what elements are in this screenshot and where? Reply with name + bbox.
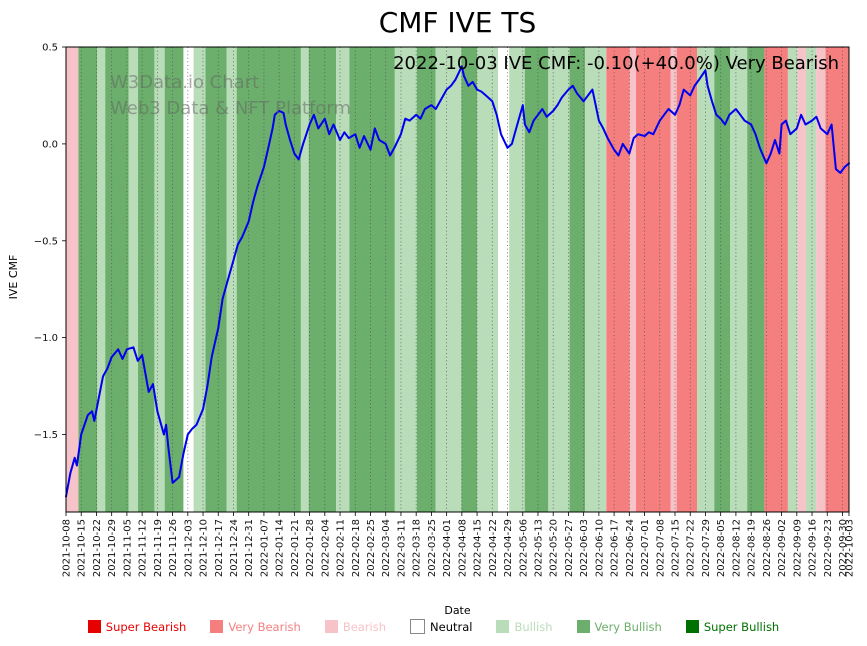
svg-text:2022-05-13: 2022-05-13 xyxy=(534,519,545,577)
legend-item-very-bearish: Very Bearish xyxy=(210,619,301,634)
svg-text:2021-12-03: 2021-12-03 xyxy=(183,519,194,577)
svg-text:2022-03-25: 2022-03-25 xyxy=(427,519,438,577)
svg-text:2022-06-17: 2022-06-17 xyxy=(610,519,621,577)
svg-text:2022-02-25: 2022-02-25 xyxy=(366,519,377,577)
watermark-line2: Web3 Data & NFT Platform xyxy=(110,98,352,120)
super-bullish-swatch-icon xyxy=(685,620,699,633)
legend-label-super-bearish: Super Bearish xyxy=(105,619,187,634)
svg-text:2022-07-01: 2022-07-01 xyxy=(640,519,651,577)
svg-text:2022-08-26: 2022-08-26 xyxy=(762,519,773,577)
svg-text:2021-11-12: 2021-11-12 xyxy=(138,519,149,577)
legend-item-bearish: Bearish xyxy=(324,619,387,634)
very-bearish-swatch-icon xyxy=(210,620,224,633)
svg-text:2022-02-11: 2022-02-11 xyxy=(336,519,347,577)
very-bullish-swatch-icon xyxy=(576,620,590,633)
page-title: CMF IVE TS xyxy=(378,6,537,39)
watermark: W3Data.io Chart Web3 Data & NFT Platform xyxy=(110,70,351,122)
svg-text:2022-09-02: 2022-09-02 xyxy=(777,519,788,577)
legend-label-very-bullish: Very Bullish xyxy=(594,619,662,634)
svg-text:2022-09-09: 2022-09-09 xyxy=(792,519,803,577)
legend-label-bullish: Bullish xyxy=(514,619,553,634)
latest-value-annotation: 2022-10-03 IVE CMF: -0.10(+40.0%) Very B… xyxy=(393,53,839,74)
legend-label-neutral: Neutral xyxy=(430,619,473,634)
svg-text:2022-02-18: 2022-02-18 xyxy=(351,519,362,577)
svg-text:2021-12-31: 2021-12-31 xyxy=(244,519,255,577)
legend: Super Bearish Very Bearish Bearish Neutr… xyxy=(0,619,867,634)
svg-text:2022-07-08: 2022-07-08 xyxy=(655,519,666,577)
svg-text:2022-10-03: 2022-10-03 xyxy=(845,519,856,577)
y-axis-label: IVE CMF xyxy=(7,254,20,300)
bearish-swatch-icon xyxy=(324,620,338,633)
svg-text:2022-04-08: 2022-04-08 xyxy=(457,519,468,577)
svg-text:2022-03-18: 2022-03-18 xyxy=(412,519,423,577)
legend-label-bearish: Bearish xyxy=(342,619,387,634)
svg-text:−1.0: −1.0 xyxy=(34,333,58,344)
legend-item-super-bullish: Super Bullish xyxy=(685,619,780,634)
svg-text:2022-09-23: 2022-09-23 xyxy=(823,519,834,577)
svg-text:2021-12-24: 2021-12-24 xyxy=(229,519,240,577)
legend-item-neutral: Neutral xyxy=(410,619,472,634)
svg-text:2022-07-22: 2022-07-22 xyxy=(686,519,697,577)
svg-text:2022-06-03: 2022-06-03 xyxy=(579,519,590,577)
svg-text:2021-11-26: 2021-11-26 xyxy=(168,519,179,577)
svg-text:2022-09-30: 2022-09-30 xyxy=(838,519,849,577)
legend-label-very-bearish: Very Bearish xyxy=(228,619,301,634)
svg-text:2021-10-15: 2021-10-15 xyxy=(77,519,88,577)
svg-text:2021-10-22: 2021-10-22 xyxy=(92,519,103,577)
legend-item-super-bearish: Super Bearish xyxy=(87,619,187,634)
legend-item-very-bullish: Very Bullish xyxy=(576,619,662,634)
svg-text:2022-02-04: 2022-02-04 xyxy=(320,519,331,577)
svg-text:2022-01-07: 2022-01-07 xyxy=(259,519,270,577)
svg-text:2022-07-29: 2022-07-29 xyxy=(701,519,712,577)
svg-text:2022-04-01: 2022-04-01 xyxy=(442,519,453,577)
svg-text:−1.5: −1.5 xyxy=(34,430,58,441)
svg-text:2022-01-14: 2022-01-14 xyxy=(275,519,286,577)
legend-label-super-bullish: Super Bullish xyxy=(703,619,780,634)
svg-text:2021-10-29: 2021-10-29 xyxy=(107,519,118,577)
svg-text:2022-04-22: 2022-04-22 xyxy=(488,519,499,577)
neutral-swatch-icon xyxy=(410,619,426,634)
svg-text:2022-05-20: 2022-05-20 xyxy=(549,519,560,577)
svg-text:2022-01-28: 2022-01-28 xyxy=(305,519,316,577)
svg-text:2021-12-10: 2021-12-10 xyxy=(199,519,210,577)
watermark-line1: W3Data.io Chart xyxy=(110,72,260,93)
svg-text:2022-04-15: 2022-04-15 xyxy=(473,519,484,577)
super-bearish-swatch-icon xyxy=(87,620,101,633)
x-axis-label: Date xyxy=(444,604,471,617)
svg-text:0.0: 0.0 xyxy=(42,139,58,150)
svg-text:2022-06-24: 2022-06-24 xyxy=(625,519,636,577)
svg-text:2021-11-19: 2021-11-19 xyxy=(153,519,164,577)
svg-text:0.5: 0.5 xyxy=(42,43,58,54)
svg-text:2022-08-12: 2022-08-12 xyxy=(731,519,742,577)
svg-text:2022-04-29: 2022-04-29 xyxy=(503,519,514,577)
svg-text:2021-10-08: 2021-10-08 xyxy=(62,519,73,577)
svg-text:2022-08-05: 2022-08-05 xyxy=(716,519,727,577)
svg-text:2022-05-27: 2022-05-27 xyxy=(564,519,575,577)
svg-text:2022-06-10: 2022-06-10 xyxy=(594,519,605,577)
svg-text:2022-09-16: 2022-09-16 xyxy=(808,519,819,577)
svg-text:2021-11-05: 2021-11-05 xyxy=(122,519,133,577)
svg-text:2022-07-15: 2022-07-15 xyxy=(671,519,682,577)
svg-text:2022-08-19: 2022-08-19 xyxy=(747,519,758,577)
svg-text:2022-03-04: 2022-03-04 xyxy=(381,519,392,577)
bullish-swatch-icon xyxy=(496,620,510,633)
legend-item-bullish: Bullish xyxy=(496,619,553,634)
svg-text:−0.5: −0.5 xyxy=(34,236,58,247)
svg-text:2022-03-11: 2022-03-11 xyxy=(396,519,407,577)
svg-text:2022-05-06: 2022-05-06 xyxy=(518,519,529,577)
svg-text:2022-01-21: 2022-01-21 xyxy=(290,519,301,577)
svg-text:2021-12-17: 2021-12-17 xyxy=(214,519,225,577)
